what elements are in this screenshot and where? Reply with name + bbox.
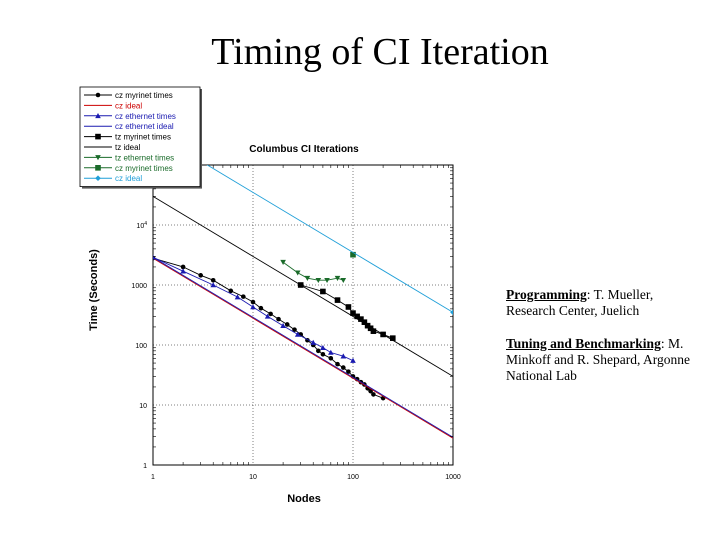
data-point <box>324 277 330 284</box>
legend-marker <box>95 92 101 98</box>
legend-marker <box>95 175 101 181</box>
data-point <box>316 348 321 354</box>
data-point <box>210 277 216 283</box>
series-6 <box>153 196 453 377</box>
x-tick-label: 1 <box>151 474 155 481</box>
data-point <box>361 319 368 325</box>
data-point <box>268 311 273 317</box>
legend-marker <box>95 155 101 161</box>
data-point <box>320 351 326 357</box>
series-8 <box>350 251 356 258</box>
legend-marker <box>95 133 101 140</box>
series-3 <box>153 254 356 363</box>
data-point <box>371 392 376 397</box>
data-point <box>345 304 352 310</box>
legend-label: tz ethernet times <box>115 153 174 162</box>
series-7 <box>280 259 347 284</box>
legend-label: cz myrinet times <box>115 164 173 173</box>
legend-marker <box>95 113 101 119</box>
legend-label: cz ethernet ideal <box>115 122 174 131</box>
data-point <box>340 353 347 359</box>
data-point <box>210 282 217 288</box>
credits-block: Programming: T. Mueller, Research Center… <box>506 287 706 401</box>
series-line <box>153 256 453 438</box>
data-point <box>340 277 347 284</box>
data-point <box>198 273 204 278</box>
data-point <box>320 288 326 295</box>
data-point <box>304 275 311 281</box>
data-point <box>358 316 364 322</box>
programming-credit: Programming: T. Mueller, Research Center… <box>506 287 706 319</box>
series-line <box>153 196 453 377</box>
series-2 <box>153 257 453 439</box>
data-point <box>370 328 377 334</box>
programming-label: Programming <box>506 287 587 302</box>
data-point <box>228 288 234 294</box>
data-point <box>276 316 281 322</box>
data-point <box>328 349 334 355</box>
x-tick-label: 100 <box>347 474 359 481</box>
legend-label: cz ethernet times <box>115 112 176 121</box>
data-point <box>292 327 297 332</box>
data-point <box>350 357 356 363</box>
x-axis-label: Nodes <box>287 493 321 505</box>
data-point <box>258 305 264 311</box>
data-point <box>315 277 322 284</box>
data-point <box>241 294 246 299</box>
legend-label: tz myrinet times <box>115 133 171 142</box>
data-point <box>180 268 186 274</box>
data-point <box>368 388 373 394</box>
series-line <box>206 165 453 313</box>
legend-label: cz ideal <box>115 174 142 183</box>
data-point <box>389 335 396 341</box>
data-point <box>367 325 374 332</box>
data-point <box>250 299 256 305</box>
slide-title: Timing of CI Iteration <box>211 31 549 73</box>
y-tick-label: 1000 <box>131 283 147 290</box>
y-tick-label: 1 <box>143 463 147 470</box>
series-9 <box>206 165 453 316</box>
data-point <box>264 313 271 319</box>
x-tick-label: 10 <box>249 474 257 481</box>
data-point <box>320 344 326 351</box>
data-point <box>328 356 334 361</box>
y-tick-label: 10 <box>139 403 147 410</box>
y-axis-label: Time (Seconds) <box>88 249 100 331</box>
data-point <box>354 313 360 320</box>
data-point <box>350 251 356 258</box>
tuning-credit: Tuning and Benchmarking: M. Minkoff and … <box>506 336 706 384</box>
plot-area <box>152 164 454 466</box>
data-point <box>450 309 453 316</box>
x-tick-label: 1000 <box>445 474 461 481</box>
data-point <box>280 259 286 265</box>
data-point <box>250 304 256 310</box>
tuning-label: Tuning and Benchmarking <box>506 336 661 351</box>
y-tick-label: 104 <box>136 221 147 230</box>
data-point <box>294 270 301 276</box>
y-tick-label: 100 <box>135 343 147 350</box>
data-point <box>284 322 290 327</box>
data-point <box>334 275 341 281</box>
tuning-text: : M. Minkoff and R. Shepard, Argonne Nat… <box>506 336 690 383</box>
data-point <box>310 339 317 345</box>
series-line <box>153 257 453 439</box>
chart-title: Columbus CI Iterations <box>249 144 359 155</box>
series-4 <box>153 256 453 438</box>
data-point <box>234 294 241 300</box>
legend-label: cz ideal <box>115 101 142 110</box>
data-point <box>350 310 356 316</box>
legend-label: cz myrinet times <box>115 91 173 100</box>
data-point <box>341 365 346 370</box>
data-point <box>280 322 286 328</box>
data-point <box>335 361 340 367</box>
legend-marker <box>95 165 101 171</box>
data-point <box>334 297 341 303</box>
data-point <box>294 331 301 337</box>
programming-text: : T. Mueller, Research Center, Juelich <box>506 287 654 318</box>
data-point <box>346 369 351 374</box>
data-point <box>180 264 186 270</box>
legend-label: tz ideal <box>115 143 141 152</box>
